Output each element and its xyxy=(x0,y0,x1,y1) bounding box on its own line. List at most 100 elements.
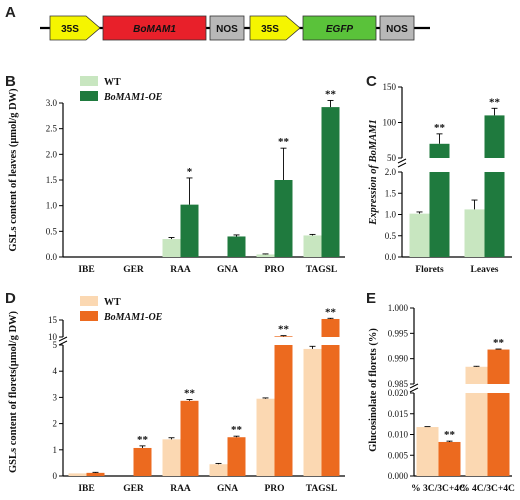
construct-diagram: 35S BoMAM1 NOS 35S EGFP NOS xyxy=(40,15,430,41)
legend-label-0: WT xyxy=(104,297,121,308)
chart-e-ylabel: Glucosinolate of florets (%) xyxy=(368,328,379,452)
legend-label-1: BoMAM1-OE xyxy=(103,92,163,103)
chart-d-bar-1-0 xyxy=(86,472,105,476)
chart-c-ytick-low-0: 0.0 xyxy=(385,252,397,262)
chart-b-ytick-6: 3.0 xyxy=(46,98,58,108)
legend-swatch-0 xyxy=(80,76,98,86)
chart-c-axis-break-a xyxy=(397,158,407,164)
chart-e-ytick-up-1: 0.990 xyxy=(388,354,409,364)
chart-d-bar-1-lower-5 xyxy=(321,345,340,476)
chart-d-sig-1: ** xyxy=(137,434,149,446)
chart-b-ytick-3: 1.5 xyxy=(46,175,58,185)
chart-d-ytick-low-5: 5 xyxy=(53,340,58,350)
chart-c-bar-0-0 xyxy=(409,213,430,257)
chart-b-bar-1-2 xyxy=(180,204,199,257)
construct-label-3: 35S xyxy=(261,24,279,35)
chart-b-category-2: RAA xyxy=(170,265,191,275)
chart-d-bar-0-4 xyxy=(256,398,275,476)
chart-d-bar-0-3 xyxy=(209,464,228,476)
chart-e-ytick-up-3: 1.000 xyxy=(388,303,409,313)
chart-b-ytick-1: 0.5 xyxy=(46,226,58,236)
chart-e-category-0: % 3C/3C+4C xyxy=(411,484,466,494)
chart-c-bar-1-lower-1 xyxy=(484,172,505,257)
chart-d: GSLs content of florets(μmol/g DW) 0 1 2 3 4… xyxy=(8,296,345,494)
chart-b-ylabel: GSLs content of leaves (μmol/g DW) xyxy=(8,88,19,252)
chart-c-ytick-low-4: 2.0 xyxy=(385,167,397,177)
chart-e-bar-0-0 xyxy=(416,427,439,476)
construct-label-5: NOS xyxy=(386,24,408,35)
chart-d-ytick-up-0: 10 xyxy=(48,332,58,342)
chart-d-ytick-low-0: 0 xyxy=(53,471,58,481)
chart-e-ytick-low-2: 0.010 xyxy=(388,430,409,440)
legend-label-1: BoMAM1-OE xyxy=(103,312,163,323)
chart-d-sig-2: ** xyxy=(184,387,196,399)
legend-label-0: WT xyxy=(104,77,121,88)
chart-d-category-3: GNA xyxy=(217,484,238,494)
chart-d-sig-5: ** xyxy=(325,306,337,318)
chart-c-ytick-low-2: 1.0 xyxy=(385,210,397,220)
construct-label-2: NOS xyxy=(216,24,238,35)
chart-d-bar-1-1 xyxy=(133,447,152,476)
chart-d-bar-1-3 xyxy=(227,437,246,476)
chart-e-ytick-low-0: 0.000 xyxy=(388,471,409,481)
chart-c-bar-1-1 xyxy=(484,115,505,158)
chart-d-category-1: GER xyxy=(123,484,144,494)
chart-c-bar-0-1 xyxy=(464,209,485,257)
panel-letter-d: D xyxy=(5,290,16,307)
chart-d-ytick-low-2: 2 xyxy=(53,419,58,429)
chart-b-ytick-4: 2.0 xyxy=(46,149,58,159)
chart-b-category-1: GER xyxy=(123,265,144,275)
chart-b-category-0: IBE xyxy=(78,265,94,275)
chart-b-sig-2: * xyxy=(187,166,193,178)
chart-c-ytick-low-1: 0.5 xyxy=(385,231,397,241)
chart-d-category-4: PRO xyxy=(264,484,284,494)
construct-box-5 xyxy=(379,15,415,41)
chart-d-category-2: RAA xyxy=(170,484,191,494)
chart-e-ytick-low-4: 0.020 xyxy=(388,388,409,398)
chart-e-sig-1: ** xyxy=(493,337,505,349)
chart-d-axis-break-a xyxy=(58,336,68,342)
chart-b: GSLs content of leaves (μmol/g DW) 0.0 0.… xyxy=(8,76,345,275)
chart-b-sig-5: ** xyxy=(325,88,337,100)
chart-d-bar-0-2 xyxy=(162,439,181,476)
construct-box-1 xyxy=(102,15,207,41)
chart-c-axis-break-b xyxy=(397,162,407,168)
chart-e-bar-0-lower-1 xyxy=(465,393,488,476)
chart-e: Glucosinolate of florets (%) 0.000 0.005 0… xyxy=(368,303,515,494)
chart-e-ytick-low-3: 0.015 xyxy=(388,409,409,419)
chart-e-ytick-up-2: 0.995 xyxy=(388,328,409,338)
chart-d-ytick-low-1: 1 xyxy=(53,445,58,455)
chart-b-category-5: TAGSL xyxy=(306,265,338,275)
chart-b-ytick-2: 1.0 xyxy=(46,201,58,211)
chart-c-sig-1: ** xyxy=(489,96,501,108)
legend-swatch-0 xyxy=(80,296,98,306)
legend-swatch-1 xyxy=(80,91,98,101)
chart-e-axis-break-a xyxy=(409,383,419,389)
chart-c-category-0: Florets xyxy=(415,265,444,275)
chart-d-sig-3: ** xyxy=(231,424,243,436)
promoter-arrow-0 xyxy=(49,15,101,41)
chart-b-bar-0-2 xyxy=(162,239,181,257)
chart-d-sig-4: ** xyxy=(278,324,290,336)
chart-e-ytick-low-1: 0.005 xyxy=(388,450,409,460)
chart-c-ytick-up-1: 100 xyxy=(383,118,397,128)
chart-b-sig-4: ** xyxy=(278,136,290,148)
legend-swatch-1 xyxy=(80,311,98,321)
chart-e-bar-1-0 xyxy=(438,441,461,476)
chart-c-category-1: Leaves xyxy=(471,265,499,275)
promoter-arrow-3 xyxy=(249,15,301,41)
chart-d-ylabel: GSLs content of florets(μmol/g DW) xyxy=(8,310,19,473)
chart-d-bar-0-5 xyxy=(303,348,322,476)
chart-c-bar-1-lower-0 xyxy=(429,172,450,257)
panel-letter-e: E xyxy=(366,290,376,307)
chart-d-ytick-up-1: 15 xyxy=(48,315,58,325)
chart-b-bar-1-4 xyxy=(274,180,293,257)
construct-box-2 xyxy=(209,15,245,41)
chart-b-ytick-0: 0.0 xyxy=(46,252,58,262)
panel-letter-a: A xyxy=(5,4,16,21)
construct-label-1: BoMAM1 xyxy=(133,24,176,35)
chart-d-ytick-low-4: 4 xyxy=(53,366,58,376)
chart-b-bar-1-5 xyxy=(321,107,340,258)
chart-d-axis-break-b xyxy=(58,340,68,346)
